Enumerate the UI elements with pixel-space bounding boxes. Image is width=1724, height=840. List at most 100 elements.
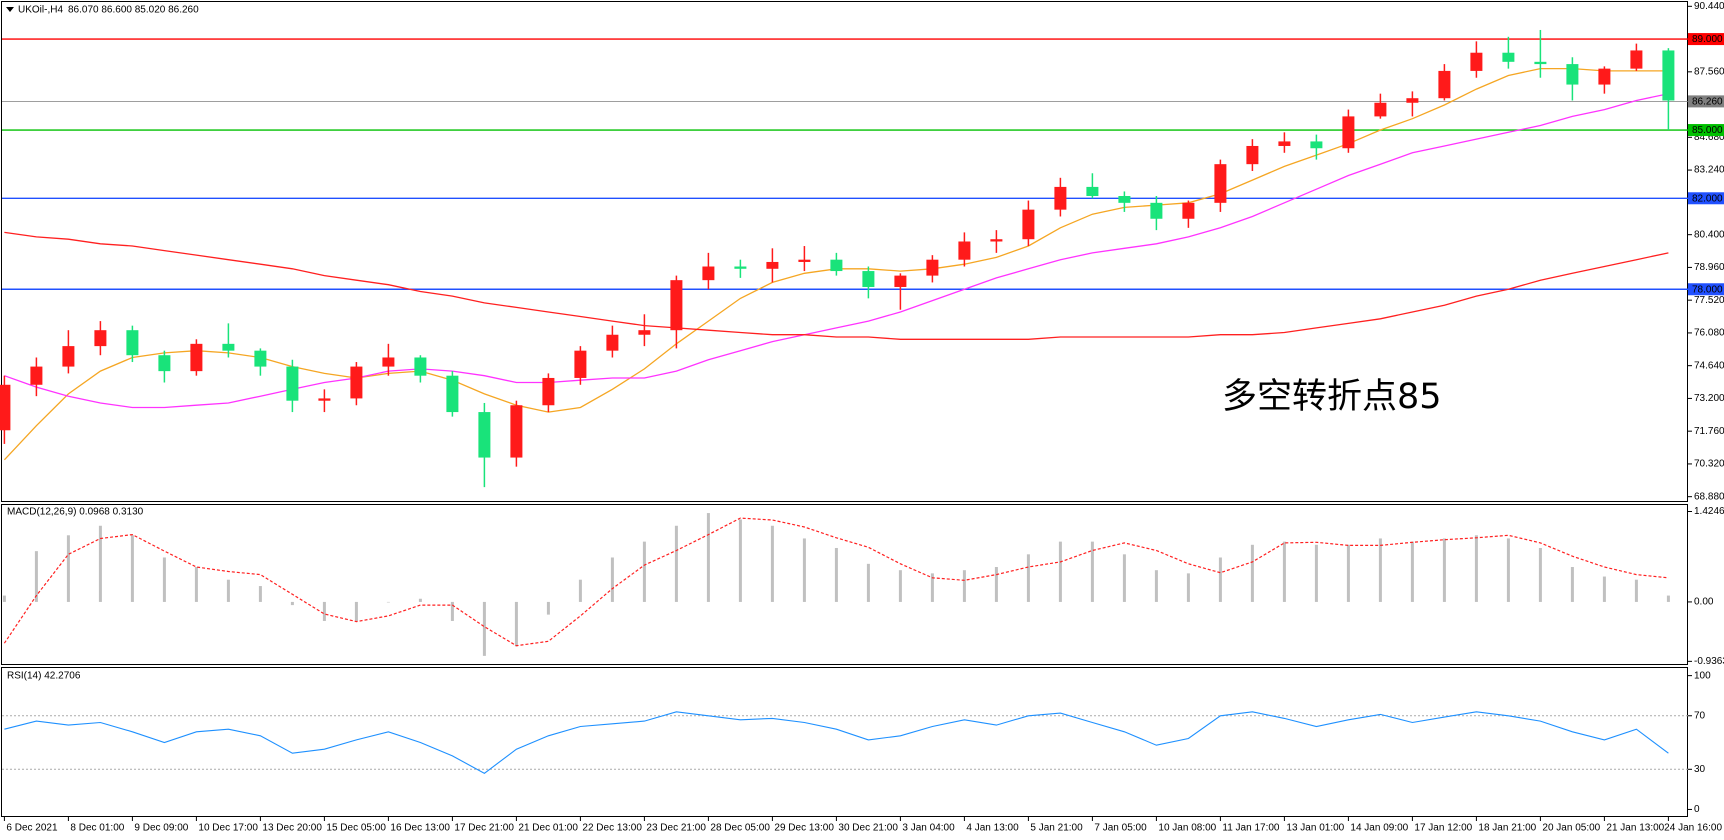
macd-histogram-bar bbox=[1250, 544, 1254, 602]
macd-histogram-bar bbox=[610, 557, 614, 602]
macd-histogram-bar bbox=[162, 557, 166, 602]
x-tick-label: 30 Dec 21:00 bbox=[838, 823, 898, 834]
y-tick-label: 0.00 bbox=[1694, 597, 1714, 608]
rsi-panel-frame bbox=[1, 667, 1688, 817]
x-tick-label: 20 Jan 05:00 bbox=[1542, 823, 1600, 834]
macd-histogram-bar bbox=[1314, 544, 1318, 602]
x-tick-label: 8 Dec 01:00 bbox=[70, 823, 124, 834]
rsi-title: RSI(14) 42.2706 bbox=[7, 671, 81, 682]
price-level-tag bbox=[1688, 33, 1724, 46]
candle-body bbox=[1182, 202, 1195, 219]
macd-histogram-bar bbox=[898, 570, 902, 602]
macd-histogram-bar bbox=[738, 519, 742, 602]
macd-histogram-bar bbox=[1666, 595, 1670, 602]
x-tick-label: 13 Dec 20:00 bbox=[262, 823, 322, 834]
y-tick-label: 90.440 bbox=[1694, 1, 1724, 12]
macd-histogram-bar bbox=[354, 601, 358, 621]
macd-histogram-bar bbox=[514, 601, 518, 647]
candle-body bbox=[574, 350, 587, 378]
macd-histogram-bar bbox=[994, 567, 998, 602]
candle-body bbox=[318, 398, 331, 401]
macd-histogram-bar bbox=[1282, 541, 1286, 602]
candle-body bbox=[350, 366, 363, 399]
macd-histogram-bar bbox=[450, 601, 454, 621]
x-tick-label: 29 Dec 13:00 bbox=[774, 823, 834, 834]
candle-body bbox=[1214, 164, 1227, 203]
candle-body bbox=[414, 357, 427, 376]
macd-histogram-bar bbox=[1634, 579, 1638, 602]
candle-body bbox=[1374, 102, 1387, 117]
macd-histogram-bar bbox=[66, 535, 70, 602]
macd-title: MACD(12,26,9) 0.0968 0.3130 bbox=[7, 507, 144, 518]
candle-body bbox=[1118, 196, 1131, 203]
macd-histogram-bar bbox=[1026, 554, 1030, 602]
candle-body bbox=[446, 375, 459, 413]
macd-histogram-bar bbox=[1410, 541, 1414, 602]
candle-body bbox=[638, 330, 651, 335]
candle-body bbox=[510, 405, 523, 458]
price-level-label: 86.260 bbox=[1692, 97, 1723, 108]
macd-histogram-bar bbox=[1090, 541, 1094, 602]
candle-body bbox=[734, 266, 747, 269]
y-tick-label: 1.4246 bbox=[1694, 506, 1724, 517]
y-tick-label: 70.320 bbox=[1694, 459, 1724, 470]
macd-signal-line bbox=[3, 517, 1669, 647]
x-tick-label: 17 Dec 21:00 bbox=[454, 823, 514, 834]
price-level-label: 82.000 bbox=[1692, 193, 1723, 204]
candle-body bbox=[62, 346, 75, 367]
macd-histogram-bar bbox=[226, 579, 230, 602]
macd-histogram-bar bbox=[2, 595, 6, 602]
y-tick-label: 30 bbox=[1694, 764, 1706, 775]
macd-histogram-bar bbox=[1570, 567, 1574, 602]
candle-body bbox=[30, 366, 43, 385]
candle-body bbox=[158, 355, 171, 372]
x-tick-label: 18 Jan 21:00 bbox=[1478, 823, 1536, 834]
main-panel-frame bbox=[1, 1, 1688, 502]
price-level-label: 78.000 bbox=[1692, 284, 1723, 295]
x-tick-label: 10 Dec 17:00 bbox=[198, 823, 258, 834]
macd-histogram-bar bbox=[1506, 538, 1510, 602]
rsi-line bbox=[4, 711, 1669, 774]
candle-body bbox=[1662, 50, 1675, 101]
symbol-title: UKOil-,H4 bbox=[18, 5, 63, 16]
price-level-tag bbox=[1688, 124, 1724, 137]
price-level-label: 85.000 bbox=[1692, 125, 1723, 136]
y-tick-label: 87.560 bbox=[1694, 66, 1724, 77]
x-tick-label: 11 Jan 17:00 bbox=[1222, 823, 1280, 834]
candle-body bbox=[1022, 209, 1035, 240]
y-tick-label: 77.520 bbox=[1694, 295, 1724, 306]
x-tick-label: 13 Jan 01:00 bbox=[1286, 823, 1344, 834]
candle-body bbox=[542, 377, 555, 406]
candle-body bbox=[1598, 68, 1611, 85]
macd-histogram-bar bbox=[962, 570, 966, 602]
x-tick-label: 21 Dec 01:00 bbox=[518, 823, 578, 834]
macd-histogram-bar bbox=[706, 513, 710, 602]
candle-body bbox=[286, 366, 299, 401]
macd-histogram-bar bbox=[1378, 538, 1382, 602]
candle-body bbox=[702, 266, 715, 281]
candle-body bbox=[222, 343, 235, 351]
x-tick-label: 7 Jan 05:00 bbox=[1094, 823, 1147, 834]
y-tick-label: 73.200 bbox=[1694, 393, 1724, 404]
macd-histogram-bar bbox=[1122, 554, 1126, 602]
macd-histogram-bar bbox=[546, 601, 550, 615]
macd-histogram-bar bbox=[1442, 538, 1446, 602]
candle-body bbox=[1406, 98, 1419, 103]
macd-histogram-bar bbox=[674, 525, 678, 602]
y-tick-label: 100 bbox=[1694, 670, 1711, 681]
candle-body bbox=[1278, 141, 1291, 146]
macd-histogram-bar bbox=[1602, 576, 1606, 602]
macd-histogram-bar bbox=[386, 601, 390, 603]
x-tick-label: 16 Dec 13:00 bbox=[390, 823, 450, 834]
macd-histogram-bar bbox=[578, 579, 582, 602]
y-tick-label: 0 bbox=[1694, 804, 1700, 815]
macd-histogram-bar bbox=[98, 525, 102, 602]
candle-body bbox=[1086, 186, 1099, 197]
x-tick-label: 10 Jan 08:00 bbox=[1158, 823, 1216, 834]
macd-histogram-bar bbox=[834, 547, 838, 602]
x-tick-label: 15 Dec 05:00 bbox=[326, 823, 386, 834]
macd-histogram-bar bbox=[418, 598, 422, 602]
y-tick-label: -0.9363 bbox=[1694, 656, 1724, 667]
x-tick-label: 22 Dec 13:00 bbox=[582, 823, 642, 834]
